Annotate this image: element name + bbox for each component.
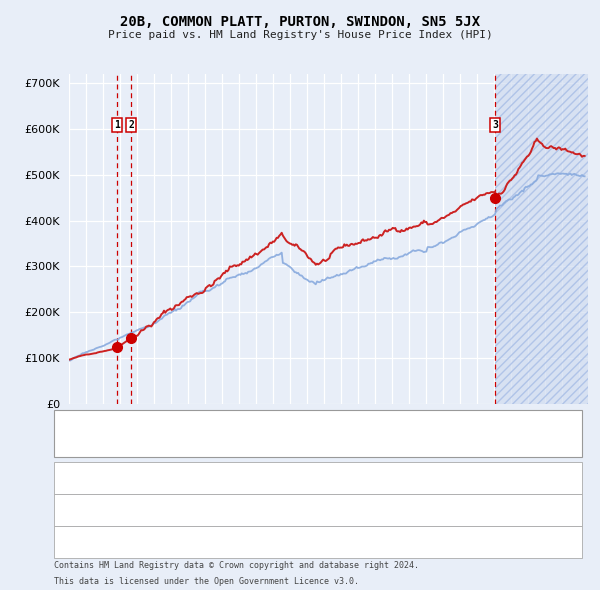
Bar bbox=[495, 74, 588, 404]
Text: 31-OCT-1997: 31-OCT-1997 bbox=[132, 473, 201, 483]
Text: 20B, COMMON PLATT, PURTON, SWINDON, SN5 5JX: 20B, COMMON PLATT, PURTON, SWINDON, SN5 … bbox=[120, 15, 480, 29]
Text: £450,000: £450,000 bbox=[306, 537, 356, 546]
Text: 3: 3 bbox=[66, 537, 72, 546]
Text: Price paid vs. HM Land Registry's House Price Index (HPI): Price paid vs. HM Land Registry's House … bbox=[107, 30, 493, 40]
Bar bbox=[495, 74, 588, 404]
Text: HPI: Average price, detached house, Wiltshire: HPI: Average price, detached house, Wilt… bbox=[105, 439, 370, 449]
Text: 7% ↑ HPI: 7% ↑ HPI bbox=[432, 473, 482, 483]
Text: 08-JAN-2020: 08-JAN-2020 bbox=[132, 537, 201, 546]
Text: £125,000: £125,000 bbox=[306, 473, 356, 483]
Text: 10% ↑ HPI: 10% ↑ HPI bbox=[432, 505, 488, 514]
Text: 2: 2 bbox=[66, 505, 72, 514]
Text: 10% ↑ HPI: 10% ↑ HPI bbox=[432, 537, 488, 546]
Text: Contains HM Land Registry data © Crown copyright and database right 2024.: Contains HM Land Registry data © Crown c… bbox=[54, 560, 419, 569]
Text: This data is licensed under the Open Government Licence v3.0.: This data is licensed under the Open Gov… bbox=[54, 577, 359, 586]
Text: 1: 1 bbox=[66, 473, 72, 483]
Text: 27-AUG-1998: 27-AUG-1998 bbox=[132, 505, 201, 514]
Text: 2: 2 bbox=[128, 120, 134, 130]
Text: 3: 3 bbox=[492, 120, 498, 130]
Text: £145,000: £145,000 bbox=[306, 505, 356, 514]
Text: 1: 1 bbox=[114, 120, 120, 130]
Text: 20B, COMMON PLATT, PURTON, SWINDON, SN5 5JX (detached house): 20B, COMMON PLATT, PURTON, SWINDON, SN5 … bbox=[105, 418, 458, 428]
